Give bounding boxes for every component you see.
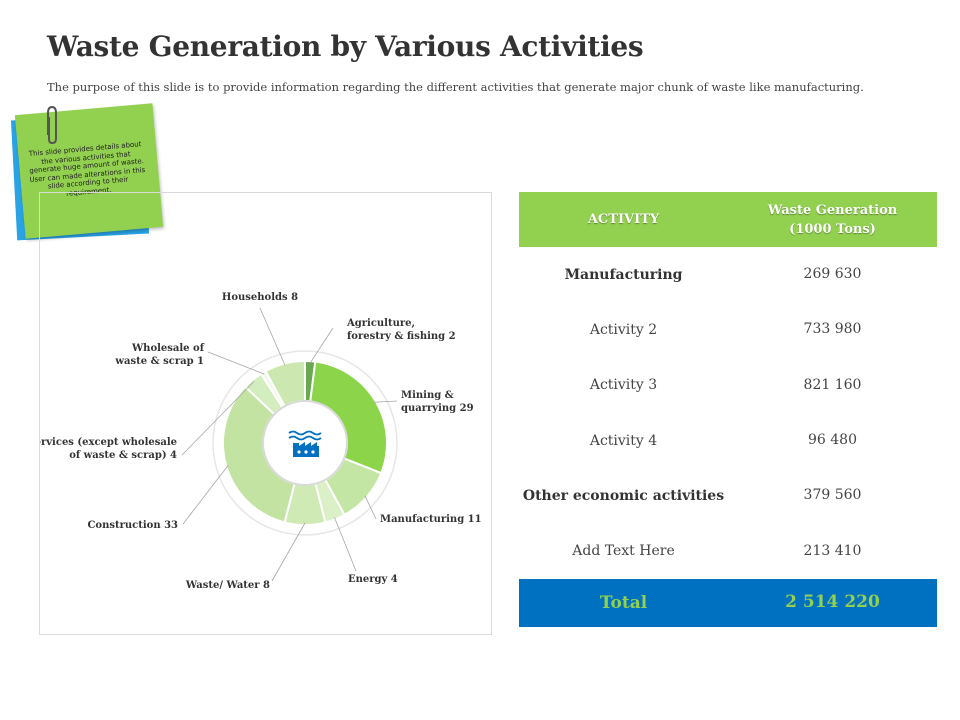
sticky-note: This slide provides details about the va…	[10, 103, 172, 255]
row-activity: Activity 2	[589, 321, 658, 338]
leader-line	[182, 465, 229, 525]
total-value: 2 514 220	[785, 592, 880, 613]
leader-line	[181, 381, 255, 456]
table-header: ACTIVITY Waste Generation (1000 Tons)	[519, 192, 937, 247]
row-value: 379 560	[803, 487, 862, 504]
chart-panel: Agriculture, forestry & fishing 2 Mining &…	[39, 192, 492, 635]
slice-label: Households 8	[222, 292, 298, 303]
slice-label: Agriculture, forestry & fishing 2	[346, 318, 456, 342]
outer-ring	[212, 350, 398, 536]
slice-label: Construction 33	[87, 520, 178, 531]
leader-line	[271, 522, 306, 582]
row-activity: Add Text Here	[572, 543, 675, 560]
row-value: 96 480	[808, 432, 857, 449]
row-activity: Activity 3	[589, 377, 658, 394]
page-title: Waste Generation by Various Activities	[47, 30, 644, 63]
leader-line	[373, 400, 398, 403]
waste-table: ACTIVITY Waste Generation (1000 Tons) Ma…	[519, 192, 937, 627]
slice-label: Wholesale of waste & scrap 1	[114, 343, 204, 367]
header-activity: ACTIVITY	[587, 212, 660, 227]
donut-chart: Agriculture, forestry & fishing 2 Mining &…	[40, 292, 482, 591]
row-activity: Other economic activities	[522, 487, 725, 504]
slice-label: Services (except wholesale of waste & scr…	[40, 437, 177, 461]
table-row: Add Text Here 213 410	[519, 523, 937, 578]
row-value: 213 410	[803, 542, 862, 559]
leader-line	[259, 307, 286, 366]
page-subtitle: The purpose of this slide is to provide …	[47, 80, 864, 94]
leader-line	[334, 517, 357, 572]
header-waste-generation: Waste Generation (1000 Tons)	[767, 202, 898, 237]
row-value: 733 980	[803, 321, 862, 338]
table-row: Activity 4 96 480	[519, 413, 937, 468]
row-value: 269 630	[803, 266, 862, 283]
row-activity: Activity 4	[589, 432, 658, 449]
leader-line	[309, 327, 334, 364]
factory-icon	[288, 430, 322, 457]
slice-label: Manufacturing 11	[380, 514, 482, 525]
leader-line	[364, 495, 377, 520]
total-label: Total	[599, 592, 648, 613]
row-activity: Manufacturing	[564, 266, 683, 283]
table-row: Activity 2 733 980	[519, 302, 937, 357]
paperclip-icon	[47, 105, 57, 145]
table-total-row: Total 2 514 220	[519, 578, 937, 627]
slice-label: Energy 4	[348, 574, 398, 585]
table-row: Activity 3 821 160	[519, 358, 937, 413]
leader-line	[207, 351, 265, 375]
slice-label: Mining & quarrying 29	[401, 390, 474, 414]
table-row: Other economic activities 379 560	[519, 468, 937, 523]
table-row: Manufacturing 269 630	[519, 247, 937, 302]
slice-label: Waste/ Water 8	[185, 580, 270, 591]
row-value: 821 160	[803, 376, 862, 393]
